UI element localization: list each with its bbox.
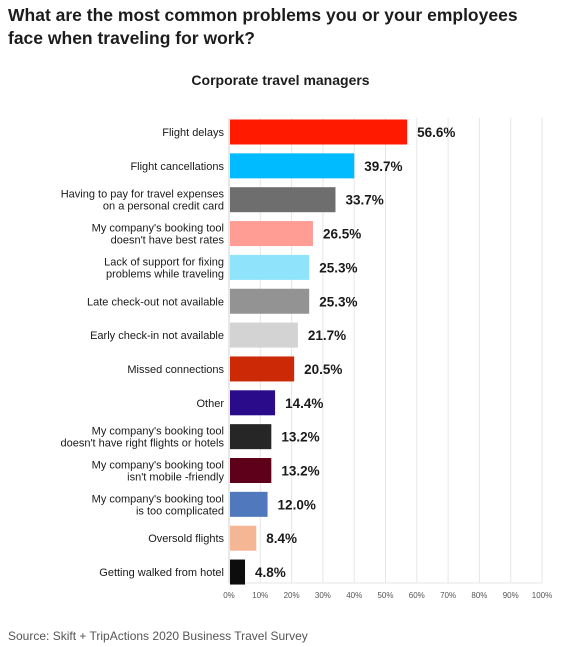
x-tick-label: 70% [440, 591, 456, 600]
category-label-line: My company's booking tool [92, 460, 224, 472]
bar [230, 458, 272, 483]
category-label: Having to pay for travel expenses on a pe… [61, 189, 225, 213]
category-label-line: Getting walked from hotel [99, 567, 224, 579]
bar [230, 322, 298, 348]
x-tick-label: 30% [315, 591, 331, 600]
category-label: Oversold flights [148, 533, 224, 545]
category-label: Getting walked from hotel [99, 567, 224, 579]
bar [230, 424, 272, 450]
category-label: Flight delays [162, 127, 224, 139]
x-tick-label: 10% [252, 591, 268, 600]
category-label-line: Oversold flights [148, 533, 224, 545]
x-tick-label: 90% [503, 591, 519, 600]
bar [230, 288, 310, 314]
category-label-line: doesn't have best rates [111, 235, 225, 247]
category-label-line: Late check-out not available [87, 296, 224, 308]
value-label: 12.0% [278, 497, 316, 512]
category-label-line: My company's booking tool [92, 493, 224, 505]
value-label: 25.3% [319, 260, 357, 275]
category-label: My company's booking tool doesn't have ri… [60, 426, 224, 450]
x-tick-label: 40% [346, 591, 362, 600]
category-label: My company's booking tool doesn't have be… [92, 223, 225, 247]
category-label-line: isn't mobile -friendly [127, 472, 224, 484]
value-label: 25.3% [319, 294, 357, 309]
value-label: 20.5% [304, 362, 342, 377]
x-tick-label: 50% [377, 591, 393, 600]
source-note: Source: Skift + TripActions 2020 Busines… [8, 629, 308, 643]
category-label: Early check-in not available [90, 330, 224, 342]
category-label-line: problems while traveling [106, 268, 224, 280]
bar [230, 491, 268, 517]
x-tick-label: 100% [532, 591, 552, 600]
value-label: 39.7% [364, 159, 402, 174]
value-label: 56.6% [417, 125, 455, 140]
bar [230, 119, 408, 145]
value-label: 8.4% [266, 531, 297, 546]
bar [230, 356, 295, 382]
category-label: Lack of support for fixing problems while… [104, 256, 224, 280]
x-axis-ticks: 0% 10% 20% 30% 40% 50% 60% 70% 80% 90% 100% [223, 591, 552, 600]
category-label-line: Flight delays [162, 127, 224, 139]
value-label: 13.2% [281, 430, 319, 445]
category-label: Late check-out not available [87, 296, 224, 308]
value-label: 21.7% [308, 328, 346, 343]
category-label-line: Other [196, 398, 224, 410]
value-label: 14.4% [285, 396, 323, 411]
category-label: My company's booking tool isn't mobile -f… [92, 460, 225, 484]
category-label-line: My company's booking tool [92, 426, 224, 438]
category-label-line: My company's booking tool [92, 223, 224, 235]
value-label: 13.2% [281, 464, 319, 479]
x-tick-label: 80% [471, 591, 487, 600]
category-label-line: Early check-in not available [90, 330, 224, 342]
category-label: Flight cancellations [130, 161, 224, 173]
x-tick-label: 60% [409, 591, 425, 600]
chart-subtitle: Corporate travel managers [191, 72, 370, 88]
bar [230, 153, 355, 179]
category-label-line: doesn't have right flights or hotels [60, 438, 224, 450]
category-label: Other [196, 398, 224, 410]
bars [230, 119, 408, 585]
category-label-line: is too complicated [136, 505, 224, 517]
value-label: 33.7% [345, 193, 383, 208]
chart-title: What are the most common problems you or… [8, 5, 518, 48]
category-label-line: Having to pay for travel expenses [61, 189, 225, 201]
value-label: 26.5% [323, 227, 361, 242]
bar [230, 221, 313, 247]
category-label: My company's booking tool is too complica… [92, 493, 224, 517]
bar [230, 525, 257, 551]
category-label: Missed connections [127, 364, 224, 376]
value-label: 4.8% [255, 565, 286, 580]
category-label-line: Flight cancellations [130, 161, 224, 173]
category-label-line: Lack of support for fixing [104, 256, 224, 268]
value-labels: 56.6% 39.7% 33.7% 26.5% 25.3% 25.3% 21.7% 20.5%… [255, 125, 455, 580]
bar [230, 254, 310, 280]
x-tick-label: 20% [284, 591, 300, 600]
bar [230, 187, 336, 213]
category-label-line: on a personal credit card [103, 201, 224, 213]
x-tick-label: 0% [223, 591, 235, 600]
bar [230, 390, 276, 416]
category-labels: Flight delays Flight cancellations Having … [60, 127, 224, 579]
bar [230, 559, 246, 585]
category-label-line: Missed connections [127, 364, 224, 376]
